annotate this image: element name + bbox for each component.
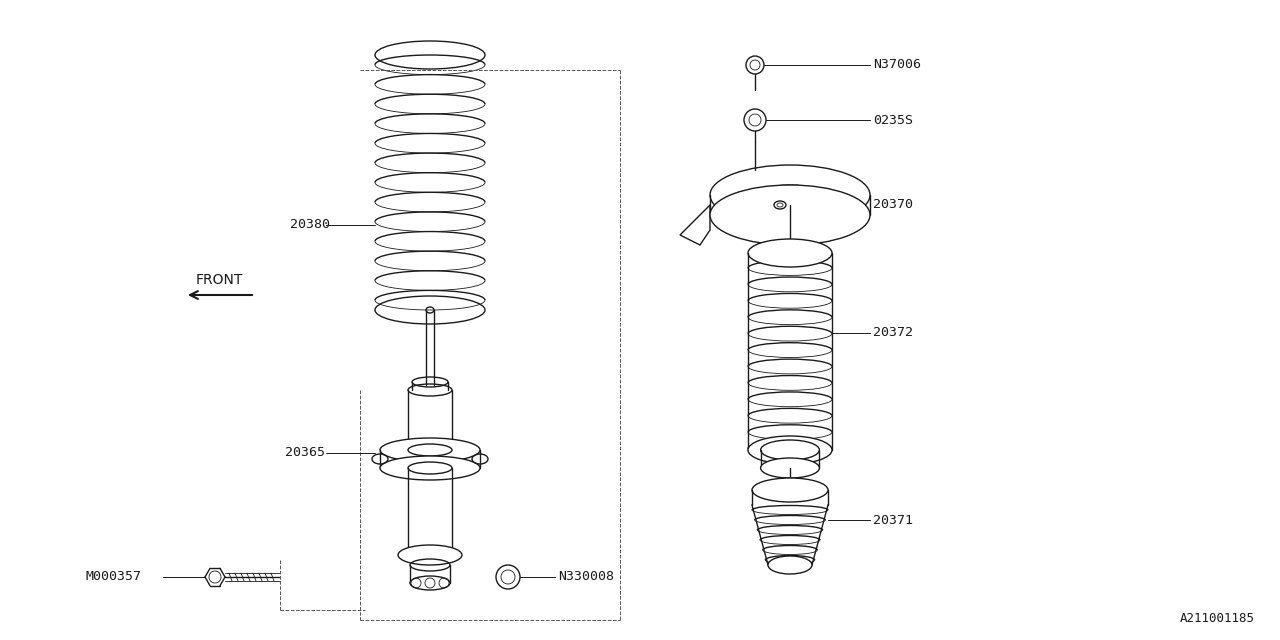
Text: 0235S: 0235S: [873, 113, 913, 127]
Text: 20370: 20370: [873, 198, 913, 211]
Ellipse shape: [748, 239, 832, 267]
Text: 20372: 20372: [873, 326, 913, 339]
Ellipse shape: [760, 440, 819, 460]
Polygon shape: [680, 205, 710, 245]
Text: 20365: 20365: [285, 447, 325, 460]
Text: N330008: N330008: [558, 570, 614, 584]
Ellipse shape: [410, 576, 451, 590]
Ellipse shape: [380, 456, 480, 480]
Text: A211001185: A211001185: [1180, 612, 1254, 625]
Ellipse shape: [768, 556, 812, 574]
Text: 20371: 20371: [873, 513, 913, 527]
Ellipse shape: [398, 545, 462, 565]
Text: FRONT: FRONT: [196, 273, 243, 287]
Ellipse shape: [710, 185, 870, 245]
Ellipse shape: [753, 478, 828, 502]
Text: 20380: 20380: [291, 218, 330, 232]
Text: N37006: N37006: [873, 58, 922, 72]
Text: M000357: M000357: [84, 570, 141, 584]
Ellipse shape: [748, 436, 832, 464]
Ellipse shape: [710, 165, 870, 225]
Ellipse shape: [380, 438, 480, 462]
Ellipse shape: [760, 458, 819, 478]
